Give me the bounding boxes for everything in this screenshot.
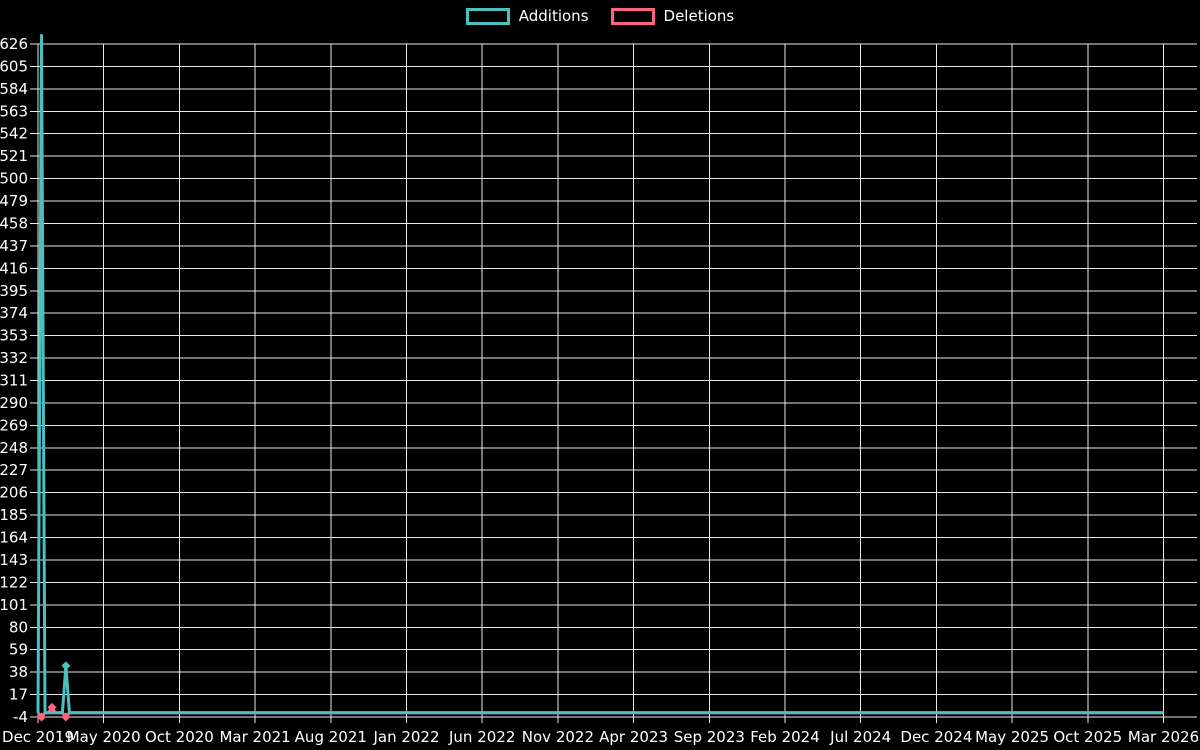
- x-tick-label: Apr 2023: [599, 728, 668, 746]
- legend: Additions Deletions: [0, 8, 1200, 25]
- x-tick-label: Aug 2021: [295, 728, 367, 746]
- y-tick-label: 290: [0, 394, 28, 412]
- y-tick-label: 332: [0, 349, 28, 367]
- x-tick-label: Jul 2024: [829, 728, 891, 746]
- y-tick-label: 563: [0, 102, 28, 120]
- y-tick-label: 395: [0, 282, 28, 300]
- additions-line: [36, 34, 1164, 715]
- y-tick-label: 500: [0, 170, 28, 188]
- legend-label-additions: Additions: [518, 7, 589, 25]
- x-tick-label: Dec 2019: [2, 728, 74, 746]
- deletions-point-marker: [47, 702, 57, 712]
- y-tick-label: 374: [0, 304, 28, 322]
- x-tick-label: Nov 2022: [522, 728, 594, 746]
- additions-swatch-icon: [465, 8, 510, 25]
- x-tick-label: Jan 2022: [372, 728, 439, 746]
- y-tick-label: 206: [0, 484, 28, 502]
- y-tick-label: 605: [0, 57, 28, 75]
- y-tick-label: 80: [9, 618, 28, 636]
- y-tick-label: 164: [0, 529, 28, 547]
- x-tick-label: Mar 2021: [219, 728, 290, 746]
- y-tick-label: 248: [0, 439, 28, 457]
- legend-label-deletions: Deletions: [663, 7, 735, 25]
- deletions-point-marker: [36, 712, 46, 722]
- y-tick-label: 38: [9, 663, 28, 681]
- x-tick-label: Feb 2024: [750, 728, 820, 746]
- x-tick-label: Dec 2024: [900, 728, 972, 746]
- y-tick-label: 521: [0, 147, 28, 165]
- y-tick-label: 353: [0, 327, 28, 345]
- x-tick-label: May 2025: [975, 728, 1049, 746]
- x-tick-label: Jun 2022: [448, 728, 515, 746]
- y-tick-label: 626: [0, 35, 28, 53]
- y-tick-label: 227: [0, 461, 28, 479]
- y-tick-label: 416: [0, 259, 28, 277]
- legend-item-deletions[interactable]: Deletions: [610, 7, 735, 25]
- y-tick-label: 143: [0, 551, 28, 569]
- x-tick-label: Mar 2026: [1128, 728, 1199, 746]
- x-tick-label: Oct 2025: [1053, 728, 1122, 746]
- y-tick-label: 437: [0, 237, 28, 255]
- x-tick-label: Sep 2023: [674, 728, 745, 746]
- y-tick-label: 458: [0, 214, 28, 232]
- x-tick-label: Oct 2020: [145, 728, 214, 746]
- y-tick-label: 101: [0, 596, 28, 614]
- y-tick-label: 185: [0, 506, 28, 524]
- y-tick-label: -4: [13, 708, 28, 726]
- y-tick-label: 59: [9, 641, 28, 659]
- y-tick-label: 269: [0, 416, 28, 434]
- deletions-point-marker: [61, 712, 71, 722]
- legend-item-additions[interactable]: Additions: [465, 7, 589, 25]
- deletions-swatch-icon: [610, 8, 655, 25]
- y-tick-label: 542: [0, 125, 28, 143]
- y-tick-label: 479: [0, 192, 28, 210]
- y-tick-label: 584: [0, 80, 28, 98]
- y-tick-label: 122: [0, 573, 28, 591]
- additions-point-marker: [61, 661, 71, 671]
- y-tick-label: 17: [9, 686, 28, 704]
- x-tick-label: May 2020: [67, 728, 141, 746]
- y-tick-label: 311: [0, 372, 28, 390]
